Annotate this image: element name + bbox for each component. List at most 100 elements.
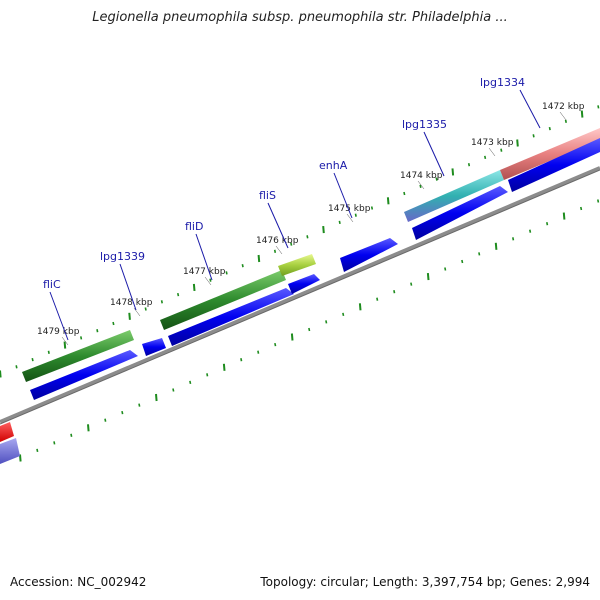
track-dot — [189, 380, 192, 385]
track-dot — [290, 333, 294, 341]
gene-labels: lpg1334 lpg1335 enhA fliS fliD lpg1339 f… — [43, 76, 541, 341]
track-dot — [444, 267, 447, 271]
reverse-strand-features — [0, 128, 600, 442]
cds-arrow[interactable] — [412, 186, 508, 240]
track-dot — [138, 403, 141, 407]
tick-label: 1478 kbp — [110, 298, 153, 308]
track-dot — [325, 320, 328, 324]
track-dot — [192, 283, 196, 291]
track-dot — [564, 119, 567, 123]
gene-feature-lpg1334[interactable] — [500, 128, 600, 180]
track-dot — [435, 177, 438, 181]
gene-feature-fliC[interactable] — [22, 330, 134, 382]
tick-label: 1472 kbp — [542, 102, 585, 112]
gene-label-fliD[interactable]: fliD — [185, 220, 203, 233]
track-dot — [597, 199, 600, 203]
gene-label-enhA[interactable]: enhA — [319, 159, 348, 172]
track-dot — [516, 139, 519, 147]
track-dot — [370, 206, 374, 210]
track-dot — [273, 249, 277, 253]
track-dot — [53, 441, 56, 445]
track-dot — [87, 424, 90, 432]
cds-arrow[interactable] — [30, 350, 138, 400]
cds-arrow[interactable] — [340, 238, 398, 272]
genome-title: Legionella pneumophila subsp. pneumophil… — [92, 10, 508, 25]
track-dot — [225, 271, 228, 275]
track-dot — [410, 282, 413, 286]
tick-label: 1474 kbp — [400, 171, 443, 181]
track-dot — [419, 184, 422, 188]
track-dot — [546, 222, 549, 226]
track-dot — [241, 264, 244, 268]
tick-label: 1473 kbp — [471, 138, 514, 148]
gene-feature-fliS[interactable] — [278, 254, 316, 276]
track-dot — [376, 297, 379, 301]
track-dot — [322, 226, 325, 234]
track-dot — [206, 373, 209, 377]
track-dot — [121, 410, 124, 415]
track-dot — [80, 336, 83, 340]
track-dot — [354, 213, 357, 217]
track-dot — [484, 155, 487, 160]
gene-label-fliS[interactable]: fliS — [259, 189, 276, 202]
kbp-ticks: 1472 kbp 1473 kbp 1474 kbp 1475 kbp 1476… — [37, 102, 585, 346]
tick-label: 1479 kbp — [37, 327, 80, 337]
track-dot — [128, 312, 131, 320]
cds-arrow[interactable] — [508, 138, 600, 192]
cds-arrow[interactable] — [168, 288, 294, 346]
cds-arrow[interactable] — [288, 274, 320, 294]
track-dot — [15, 365, 18, 369]
track-dot — [426, 273, 430, 281]
track-dot — [338, 220, 341, 225]
track-dot — [172, 388, 175, 392]
track-dot — [257, 350, 260, 354]
track-dot — [290, 242, 293, 246]
gene-feature-lpg1335[interactable] — [404, 170, 504, 222]
track-dot — [257, 254, 261, 263]
track-dot — [451, 168, 455, 176]
gene-label-fliC[interactable]: fliC — [43, 278, 61, 291]
gene-label-lpg1339[interactable]: lpg1339 — [100, 250, 145, 263]
gene-feature-edge-red[interactable] — [0, 422, 14, 442]
genome-backbone — [0, 166, 600, 425]
track-dot — [112, 321, 115, 326]
track-dot — [177, 292, 180, 297]
gene-feature-fliD[interactable] — [160, 270, 286, 330]
cds-arrow[interactable] — [142, 338, 166, 356]
gene-label-lpg1334[interactable]: lpg1334 — [480, 76, 525, 89]
track-dot — [222, 363, 226, 371]
track-dot — [19, 454, 22, 462]
genome-info-label: Topology: circular; Length: 3,397,754 bp… — [260, 575, 590, 589]
track-dot — [47, 350, 50, 354]
track-dot — [31, 357, 34, 362]
track-dot — [155, 393, 158, 402]
gene-label-lpg1335[interactable]: lpg1335 — [402, 118, 447, 131]
track-dot — [494, 242, 498, 250]
track-dot — [532, 134, 535, 138]
track-dot — [461, 259, 464, 264]
track-dot — [144, 307, 147, 311]
track-dot — [306, 235, 309, 239]
ruler-dotted-track — [0, 105, 600, 378]
track-dot — [160, 300, 163, 304]
track-dot — [240, 358, 243, 362]
track-dot — [478, 252, 481, 256]
track-dot — [512, 237, 515, 241]
gc-dotted-track — [19, 199, 600, 462]
forward-strand-features — [0, 138, 600, 464]
cds-arrow-edge[interactable] — [0, 438, 20, 464]
tick-label: 1477 kbp — [183, 267, 226, 277]
track-dot — [403, 191, 406, 196]
track-dot — [562, 212, 566, 220]
track-dot — [358, 303, 362, 311]
track-dot — [386, 197, 390, 205]
track-dot — [548, 126, 551, 131]
track-dot — [63, 341, 67, 349]
track-dot — [36, 448, 39, 453]
accession-label: Accession: NC_002942 — [10, 575, 147, 589]
track-dot — [467, 163, 471, 167]
track-dot — [274, 342, 277, 347]
track-dot — [529, 229, 532, 233]
